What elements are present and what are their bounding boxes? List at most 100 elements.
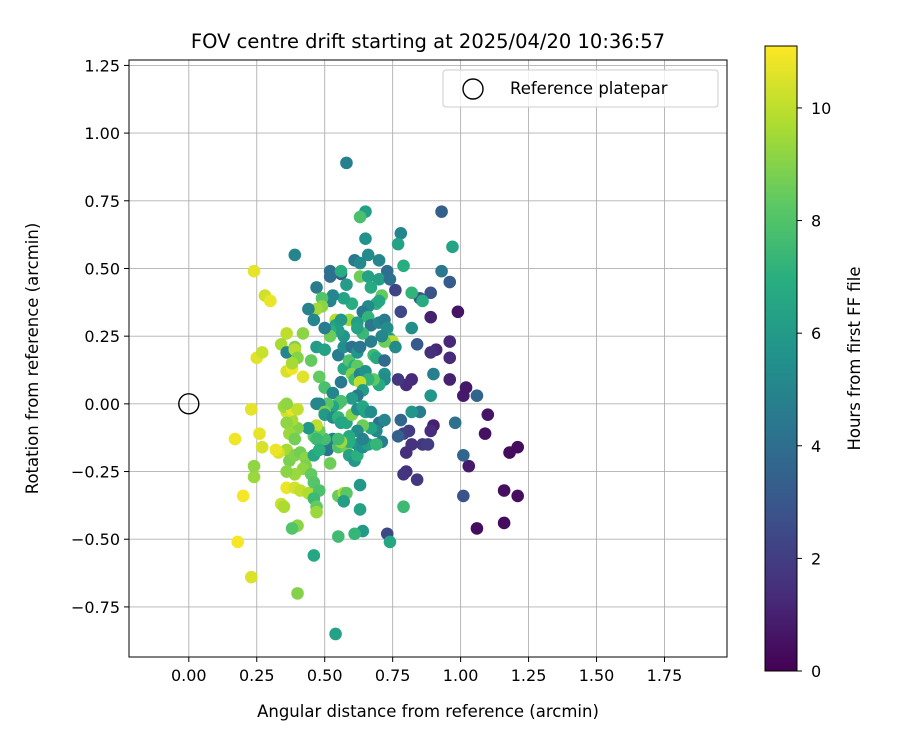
data-point: [310, 432, 323, 446]
data-point: [424, 346, 438, 359]
data-point: [416, 294, 429, 308]
data-point: [470, 389, 484, 403]
data-point: [310, 281, 323, 294]
data-point: [421, 438, 435, 451]
data-point: [378, 354, 391, 367]
x-tick-label: 1.25: [511, 666, 547, 685]
y-tick-label: 1.00: [84, 124, 120, 143]
data-point: [435, 264, 448, 278]
x-tick-label: 1.75: [647, 666, 683, 685]
data-point: [443, 351, 457, 365]
data-point: [323, 457, 337, 470]
data-point: [383, 535, 397, 549]
data-point: [302, 302, 315, 316]
data-point: [424, 286, 438, 300]
data-point: [312, 370, 326, 384]
data-point: [351, 321, 364, 335]
data-point: [353, 210, 367, 224]
data-point: [332, 432, 345, 446]
data-point: [457, 448, 470, 462]
data-point: [280, 327, 293, 340]
data-point: [340, 156, 353, 170]
data-point: [370, 438, 383, 451]
data-point: [478, 427, 492, 440]
data-point: [255, 346, 269, 359]
data-point: [448, 416, 462, 430]
data-point: [334, 375, 348, 389]
data-point: [391, 430, 405, 443]
colorbar-tick-label: 4: [811, 437, 821, 456]
y-tick-label: 1.25: [84, 56, 120, 75]
data-point: [326, 386, 340, 400]
data-point: [397, 259, 410, 273]
data-point: [389, 340, 402, 354]
colorbar-label: Hours from first FF file: [845, 266, 864, 450]
data-point: [361, 270, 375, 283]
data-point: [353, 340, 367, 354]
data-point: [399, 446, 413, 459]
x-axis-ticks: 0.00 0.25 0.50 0.75 1.00 1.25 1.50 1.75: [171, 657, 682, 685]
legend-marker-reference: [462, 78, 484, 100]
data-point: [302, 421, 315, 435]
data-point: [318, 321, 332, 335]
data-point: [372, 273, 386, 286]
data-point: [356, 432, 370, 446]
y-tick-label: −0.75: [71, 598, 120, 617]
x-tick-label: 0.75: [375, 666, 411, 685]
data-point: [451, 305, 465, 319]
legend: Reference platepar: [442, 69, 719, 108]
data-point: [312, 443, 326, 457]
data-point: [378, 413, 391, 427]
data-point: [255, 440, 269, 454]
data-point: [372, 254, 386, 267]
data-point: [247, 470, 261, 484]
colorbar-tick-label: 2: [811, 549, 821, 568]
data-point: [511, 440, 524, 454]
data-point: [326, 289, 340, 302]
data-point: [288, 248, 302, 262]
data-point: [245, 402, 258, 416]
data-point: [285, 356, 299, 370]
y-tick-label: 0.75: [84, 192, 120, 211]
data-point: [497, 516, 511, 530]
data-point: [310, 505, 323, 519]
data-point: [405, 286, 418, 300]
data-point: [410, 337, 424, 351]
colorbar-gradient: [764, 45, 798, 672]
data-point: [245, 570, 258, 584]
data-point: [372, 294, 386, 308]
data-point: [285, 522, 299, 535]
data-points: [228, 156, 524, 641]
plot-area-frame: [128, 59, 728, 658]
data-point: [231, 535, 245, 549]
data-point: [288, 432, 302, 446]
data-point: [334, 313, 348, 327]
data-point: [337, 291, 351, 305]
data-point: [353, 478, 367, 492]
data-point: [307, 549, 321, 562]
colorbar-ticks: 0 2 4 6 8 10: [797, 99, 831, 681]
data-point: [291, 402, 304, 416]
legend-entry-reference: Reference platepar: [510, 79, 668, 98]
data-point: [332, 530, 345, 543]
data-point: [397, 467, 410, 481]
data-point: [334, 264, 348, 278]
data-point: [481, 408, 495, 421]
data-point: [296, 327, 310, 340]
legend-box: [442, 69, 719, 108]
y-tick-label: −0.25: [71, 463, 120, 482]
data-point: [345, 392, 359, 405]
data-point: [337, 495, 351, 508]
data-point: [228, 432, 242, 446]
x-tick-label: 0.25: [239, 666, 275, 685]
data-point: [247, 459, 261, 473]
data-point: [340, 278, 353, 292]
data-point: [424, 424, 438, 438]
data-point: [364, 335, 378, 348]
data-point: [446, 240, 459, 254]
data-point: [443, 275, 457, 289]
data-point: [304, 354, 318, 367]
data-point: [318, 343, 332, 357]
data-point: [253, 427, 266, 440]
data-point: [410, 473, 424, 486]
